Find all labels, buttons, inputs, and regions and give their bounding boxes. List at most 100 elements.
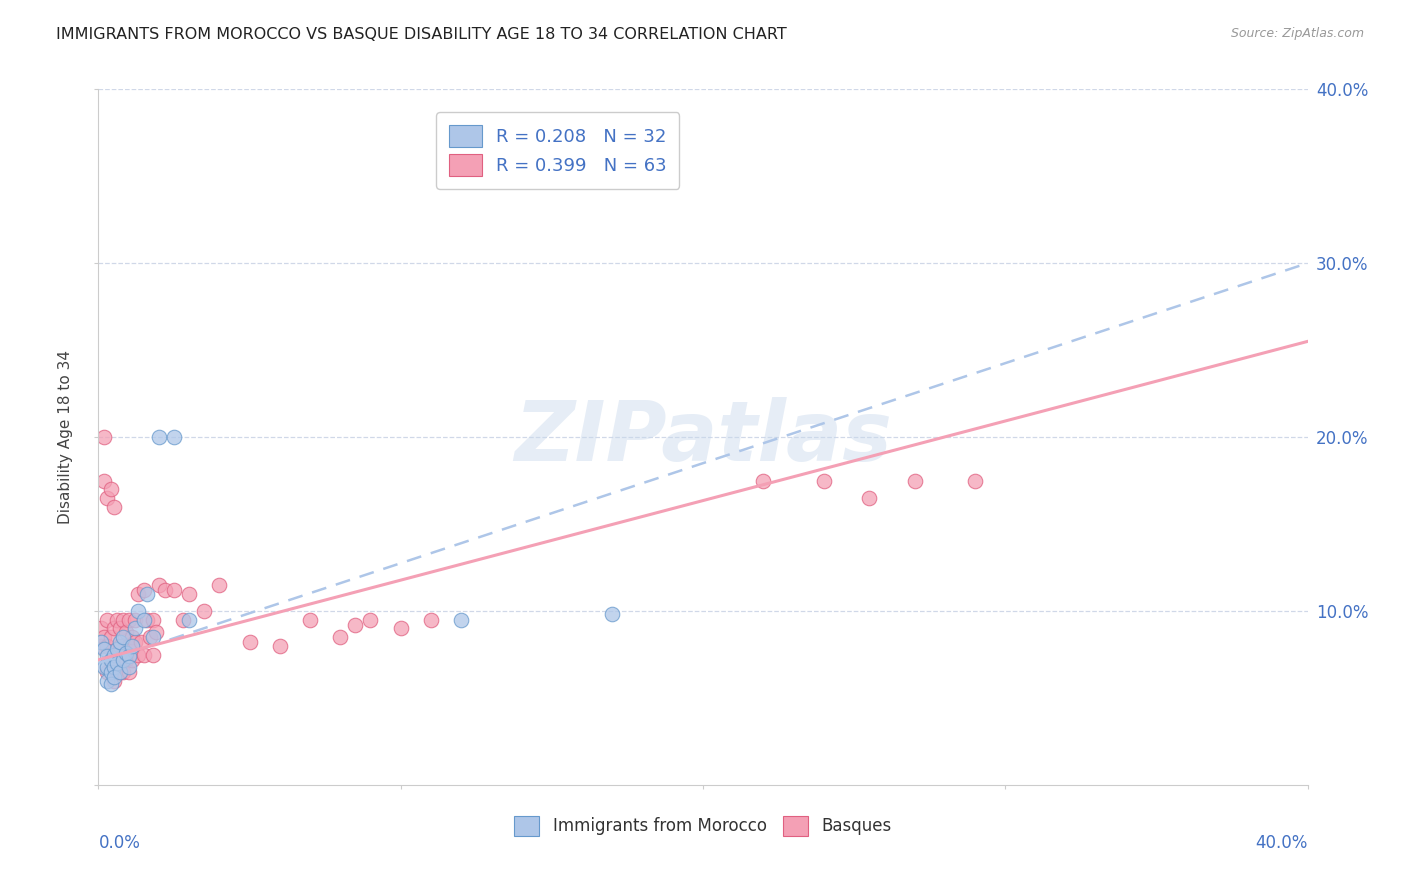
Point	[100, 677, 122, 691]
Point	[132, 648, 155, 662]
Point	[118, 649, 141, 664]
Point	[121, 653, 143, 667]
Y-axis label: Disability Age 18 to 34: Disability Age 18 to 34	[59, 350, 73, 524]
Point	[904, 474, 927, 488]
Point	[100, 653, 122, 667]
Point	[135, 587, 157, 601]
Point	[118, 659, 141, 673]
Point	[299, 613, 322, 627]
Point	[111, 613, 134, 627]
Point	[100, 665, 122, 679]
Point	[93, 430, 115, 444]
Text: IMMIGRANTS FROM MOROCCO VS BASQUE DISABILITY AGE 18 TO 34 CORRELATION CHART: IMMIGRANTS FROM MOROCCO VS BASQUE DISABI…	[56, 27, 787, 42]
Point	[93, 630, 115, 644]
Point	[105, 613, 128, 627]
Point	[193, 604, 215, 618]
Point	[118, 639, 141, 653]
Point	[108, 665, 131, 679]
Point	[111, 653, 134, 667]
Text: ZIPatlas: ZIPatlas	[515, 397, 891, 477]
Point	[108, 665, 131, 679]
Point	[124, 613, 146, 627]
Point	[602, 607, 624, 622]
Point	[114, 646, 136, 660]
Point	[124, 621, 146, 635]
Point	[103, 659, 125, 673]
Point	[103, 670, 125, 684]
Point	[93, 474, 115, 488]
Point	[858, 491, 880, 505]
Point	[103, 648, 125, 662]
Point	[344, 618, 367, 632]
Point	[450, 613, 472, 627]
Point	[148, 430, 170, 444]
Point	[329, 630, 352, 644]
Point	[103, 500, 125, 514]
Point	[132, 583, 155, 598]
Point	[142, 613, 165, 627]
Legend: Immigrants from Morocco, Basques: Immigrants from Morocco, Basques	[508, 809, 898, 843]
Point	[96, 649, 118, 664]
Point	[118, 613, 141, 627]
Point	[124, 635, 146, 649]
Point	[132, 613, 155, 627]
Point	[139, 630, 162, 644]
Point	[813, 474, 835, 488]
Point	[103, 621, 125, 635]
Point	[96, 639, 118, 653]
Point	[360, 613, 382, 627]
Point	[103, 673, 125, 688]
Point	[142, 630, 165, 644]
Point	[108, 635, 131, 649]
Point	[153, 583, 176, 598]
Point	[145, 624, 167, 639]
Point	[100, 482, 122, 496]
Point	[96, 665, 118, 679]
Point	[114, 624, 136, 639]
Point	[420, 613, 443, 627]
Point	[121, 630, 143, 644]
Point	[239, 635, 262, 649]
Point	[100, 630, 122, 644]
Point	[389, 621, 412, 635]
Point	[90, 635, 112, 649]
Point	[111, 665, 134, 679]
Point	[179, 613, 201, 627]
Point	[163, 583, 186, 598]
Point	[135, 613, 157, 627]
Point	[105, 657, 128, 671]
Point	[127, 648, 149, 662]
Point	[179, 587, 201, 601]
Point	[121, 639, 143, 653]
Point	[127, 587, 149, 601]
Point	[108, 639, 131, 653]
Point	[96, 673, 118, 688]
Point	[269, 639, 291, 653]
Point	[111, 630, 134, 644]
Point	[96, 659, 118, 673]
Point	[105, 642, 128, 657]
Point	[129, 635, 152, 649]
Point	[93, 642, 115, 657]
Point	[163, 430, 186, 444]
Point	[114, 653, 136, 667]
Point	[90, 639, 112, 653]
Point	[90, 621, 112, 635]
Point	[96, 613, 118, 627]
Point	[111, 648, 134, 662]
Point	[105, 665, 128, 679]
Text: Source: ZipAtlas.com: Source: ZipAtlas.com	[1230, 27, 1364, 40]
Point	[142, 648, 165, 662]
Text: 0.0%: 0.0%	[98, 834, 141, 852]
Point	[752, 474, 775, 488]
Point	[100, 657, 122, 671]
Point	[208, 578, 231, 592]
Point	[148, 578, 170, 592]
Point	[965, 474, 987, 488]
Point	[105, 648, 128, 662]
Point	[93, 659, 115, 673]
Point	[127, 604, 149, 618]
Text: 40.0%: 40.0%	[1256, 834, 1308, 852]
Point	[172, 613, 194, 627]
Point	[108, 621, 131, 635]
